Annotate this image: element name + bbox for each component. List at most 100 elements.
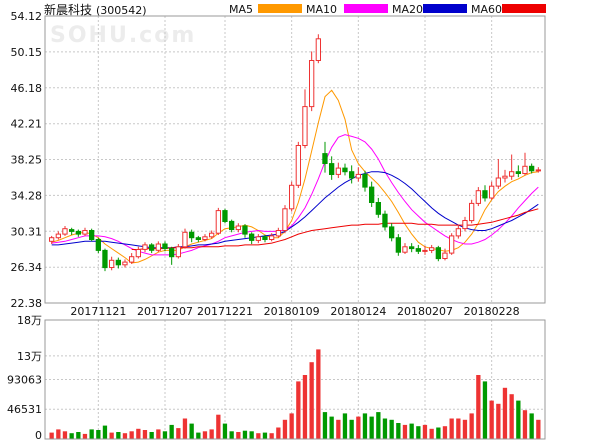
candle-body	[142, 244, 148, 250]
volume-y-tick-label: 13万	[17, 350, 42, 363]
candle-body	[369, 186, 375, 204]
watermark: SOHU.com	[50, 23, 196, 48]
candle-body	[182, 231, 188, 248]
volume-bar	[189, 423, 194, 439]
price-y-tick-label: 54.12	[11, 10, 43, 23]
x-tick-label: 20180124	[330, 305, 386, 318]
volume-bar	[216, 414, 221, 439]
volume-bar	[256, 433, 261, 439]
volume-bar	[149, 432, 154, 439]
legend-ma60-label: MA60	[471, 3, 502, 16]
volume-bar	[376, 412, 381, 439]
volume-bar	[309, 362, 314, 439]
volume-bar	[362, 413, 368, 439]
candle-body	[175, 246, 181, 258]
moving-average-lines	[51, 89, 539, 264]
x-tick-label: 20171221	[197, 305, 253, 318]
candle-body	[255, 236, 262, 241]
candle-body	[135, 249, 141, 258]
volume-bar	[469, 413, 474, 439]
volume-bar	[282, 419, 288, 439]
volume-y-tick-label: 46531	[7, 403, 42, 416]
candle-body	[129, 256, 135, 263]
volume-bar	[342, 413, 348, 439]
volume-bar	[116, 432, 121, 439]
price-y-tick-label: 26.34	[11, 261, 43, 274]
price-y-tick-label: 42.21	[11, 118, 43, 131]
volume-bar	[482, 381, 488, 439]
price-y-tick-label: 38.25	[11, 154, 43, 167]
candle-body	[102, 249, 108, 269]
volume-bar	[516, 400, 521, 439]
candle-body	[302, 106, 308, 146]
legend-ma60-swatch	[502, 4, 546, 13]
volume-bar	[509, 394, 514, 439]
candle-body	[269, 235, 275, 240]
volume-bar	[336, 419, 341, 439]
volume-bar	[69, 433, 74, 439]
volume-bar	[489, 400, 494, 439]
candle-body	[522, 165, 528, 175]
candle-body	[502, 175, 508, 179]
candle-body	[395, 237, 402, 253]
x-tick-label: 20180109	[264, 305, 320, 318]
price-y-tick-label: 22.38	[11, 297, 43, 310]
volume-bar	[142, 430, 148, 439]
legend-ma5-label: MA5	[229, 3, 253, 16]
volume-bar	[329, 416, 334, 439]
volume-bar	[429, 428, 434, 439]
candle-body	[349, 171, 355, 179]
volume-bar	[276, 427, 281, 439]
candle-body	[375, 202, 382, 215]
candle-body	[309, 60, 315, 108]
candle-body	[122, 261, 128, 266]
candle-body	[289, 184, 295, 210]
candle-body	[455, 228, 462, 237]
volume-bar	[302, 375, 308, 439]
volume-bar	[502, 387, 508, 439]
volume-bar	[236, 432, 241, 439]
candle-body	[389, 226, 395, 239]
candle-body	[335, 167, 342, 175]
volume-bar	[356, 416, 361, 439]
legend-ma20-swatch	[423, 4, 467, 13]
axis-labels: 22.38 26.34 30.31 34.28 38.25 42.21 46.18 50.15…	[7, 10, 520, 440]
volume-y-tick-label: 0	[35, 429, 42, 440]
stock-name: 新晨科技	[44, 2, 92, 17]
volume-bar	[96, 430, 101, 439]
volume-bar	[409, 423, 414, 439]
candle-body	[109, 259, 115, 268]
candle-body	[362, 173, 368, 188]
volume-bar	[389, 419, 394, 439]
price-y-tick-label: 34.28	[11, 189, 43, 202]
candle-body	[235, 225, 241, 231]
candle-body	[462, 220, 468, 230]
candle-body	[82, 230, 88, 235]
ma60-line	[131, 208, 539, 250]
volume-bar	[202, 431, 208, 439]
volume-bar	[102, 425, 108, 439]
candle-body	[482, 190, 488, 199]
candle-body	[529, 165, 535, 172]
volume-bar	[109, 432, 114, 439]
candle-body	[195, 237, 201, 240]
legend-ma5-swatch	[258, 4, 302, 13]
x-tick-label: 20171207	[137, 305, 193, 318]
candle-body	[329, 163, 335, 176]
candle-body	[275, 230, 282, 237]
candle-body	[489, 185, 495, 199]
volume-bar	[496, 403, 501, 439]
volume-bar	[182, 418, 188, 439]
legend: MA5 MA10 MA20 MA60	[229, 3, 546, 16]
candle-body	[249, 233, 255, 241]
volume-bar	[442, 426, 448, 439]
volume-bar	[416, 426, 421, 439]
price-y-tick-label: 46.18	[11, 82, 43, 95]
candle-body	[282, 208, 288, 232]
candle-body	[242, 225, 248, 235]
volume-frame	[44, 319, 546, 440]
volume-bar	[242, 430, 248, 439]
volume-bars	[49, 349, 541, 439]
candle-body	[535, 169, 542, 172]
